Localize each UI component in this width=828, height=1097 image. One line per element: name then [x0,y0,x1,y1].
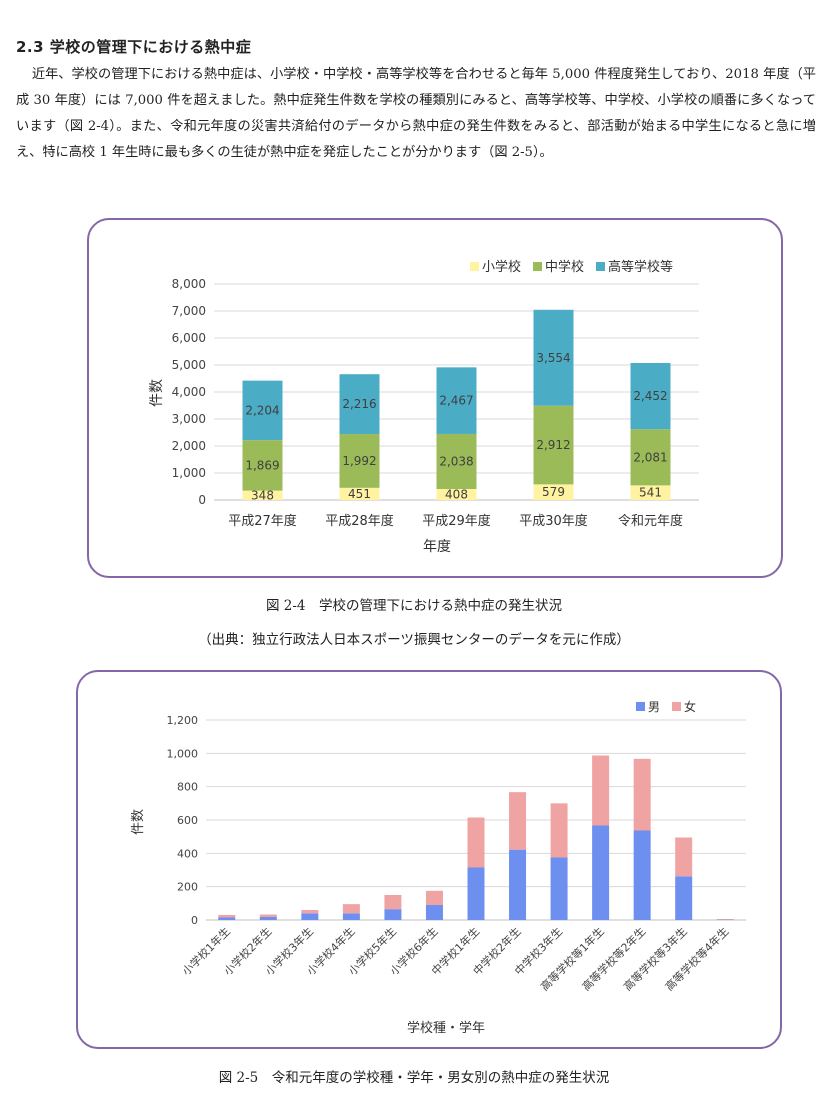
y-tick-label: 0 [191,914,198,927]
bar-男-小学校2年生 [259,917,277,920]
y-tick-label: 400 [177,847,198,860]
data-label: 579 [542,485,565,499]
x-tick-label: 令和元年度 [618,513,683,529]
y-tick-label: 8,000 [172,277,206,291]
y-tick-label: 4,000 [172,385,206,399]
data-label: 541 [639,486,662,500]
y-tick-label: 1,000 [167,747,199,760]
legend-label: 高等学校等 [608,259,673,275]
figure-2-4-source: （出典：独立行政法人日本スポーツ振興センターのデータを元に作成） [198,632,630,648]
bar-男-小学校3年生 [301,913,319,920]
bar-高等学校等-令和元年度 [630,363,671,430]
bar-女-小学校6年生 [425,890,443,905]
x-tick-label: 平成27年度 [228,513,297,529]
legend-label: 中学校 [545,259,584,275]
bar-女-小学校5年生 [384,895,402,910]
bar-女-小学校4年生 [342,904,360,914]
figure-2-5-frame [76,670,782,1049]
y-tick-label: 600 [177,814,198,827]
x-axis-title: 学校種・学年 [407,1020,485,1036]
y-tick-label: 0 [198,493,206,507]
bar-男-中学校3年生 [550,857,568,920]
data-label: 2,081 [633,450,667,464]
data-label: 408 [445,487,468,501]
bar-中学校-平成29年度 [436,433,477,489]
bar-女-中学校2年生 [509,792,527,850]
y-tick-label: 800 [177,781,198,794]
data-label: 451 [348,487,371,501]
data-label: 2,204 [245,403,279,417]
legend-label: 女 [684,699,696,714]
bar-男-小学校1年生 [218,917,236,920]
data-label: 1,869 [245,458,279,472]
x-axis-title: 年度 [423,539,451,555]
bar-小学校-平成27年度 [242,490,283,500]
bar-男-小学校6年生 [425,905,443,920]
y-axis-title: 件数 [149,379,165,407]
bar-中学校-令和元年度 [630,429,671,486]
bar-女-高等学校等3年生 [675,837,693,877]
figure-2-4-caption: 図 2-4 学校の管理下における熱中症の発生状況 [265,598,563,614]
bar-男-高等学校等1年生 [592,825,610,920]
bar-小学校-平成29年度 [436,488,477,500]
bar-小学校-令和元年度 [630,485,671,500]
bar-小学校-平成28年度 [339,487,380,500]
bar-女-高等学校等4年生 [716,919,734,920]
bar-女-小学校3年生 [301,910,319,914]
bar-男-中学校2年生 [509,849,527,920]
bar-高等学校等-平成30年度 [533,309,574,406]
bar-中学校-平成30年度 [533,405,574,485]
data-label: 2,467 [439,394,473,408]
figure-2-5-chart: 02004006008001,0001,200小学校1年生小学校2年生小学校3年… [131,699,746,1036]
section-heading: 2.3 学校の管理下における熱中症 [16,38,252,56]
y-tick-label: 3,000 [172,412,206,426]
data-label: 1,992 [342,454,376,468]
y-tick-label: 1,000 [172,466,206,480]
bar-女-高等学校等1年生 [592,755,610,826]
bar-女-高等学校等2年生 [633,758,651,831]
legend-swatch [470,262,479,271]
legend-label: 男 [648,700,660,714]
legend-swatch [533,262,542,271]
bar-高等学校等-平成28年度 [339,374,380,435]
bar-女-小学校1年生 [218,915,236,918]
legend-swatch [596,262,605,271]
y-tick-label: 5,000 [172,358,206,372]
bar-中学校-平成28年度 [339,434,380,488]
y-tick-label: 200 [177,881,198,894]
bar-女-中学校1年生 [467,817,485,868]
bar-小学校-平成30年度 [533,484,574,500]
figure-2-4-chart: 0 1,000 2,000 3,000 4,000 5,000 6,000 7,000 8,00… [149,259,699,555]
y-tick-label: 6,000 [172,331,206,345]
legend-swatch [636,702,645,711]
section-paragraph: 近年、学校の管理下における熱中症は、小学校・中学校・高等学校等を合わせると毎年 … [16,67,816,160]
y-tick-label: 1,200 [167,714,199,727]
figure-2-5-caption: 図 2-5 令和元年度の学校種・学年・男女別の熱中症の発生状況 [218,1070,610,1086]
y-tick-label: 2,000 [172,439,206,453]
bar-男-高等学校等2年生 [633,830,651,920]
data-label: 2,216 [342,397,376,411]
data-label: 2,912 [536,438,570,452]
legend-swatch [672,702,681,711]
bar-女-中学校3年生 [550,803,568,858]
x-tick-label: 平成28年度 [325,513,394,529]
bar-男-小学校5年生 [384,909,402,920]
bar-男-高等学校等3年生 [675,876,693,920]
data-label: 3,554 [536,351,570,365]
data-label: 348 [251,488,274,502]
bar-男-小学校4年生 [342,913,360,920]
data-label: 2,038 [439,454,473,468]
legend-label: 小学校 [482,259,521,275]
bar-女-小学校2年生 [259,914,277,917]
y-axis-title: 件数 [131,809,146,835]
bar-高等学校等-平成29年度 [436,367,477,434]
y-tick-label: 7,000 [172,304,206,318]
x-tick-label: 平成30年度 [519,513,588,529]
data-label: 2,452 [633,389,667,403]
x-tick-label: 平成29年度 [422,513,491,529]
bar-高等学校等-平成27年度 [242,380,283,441]
bar-男-中学校1年生 [467,867,485,920]
bar-中学校-平成27年度 [242,440,283,491]
